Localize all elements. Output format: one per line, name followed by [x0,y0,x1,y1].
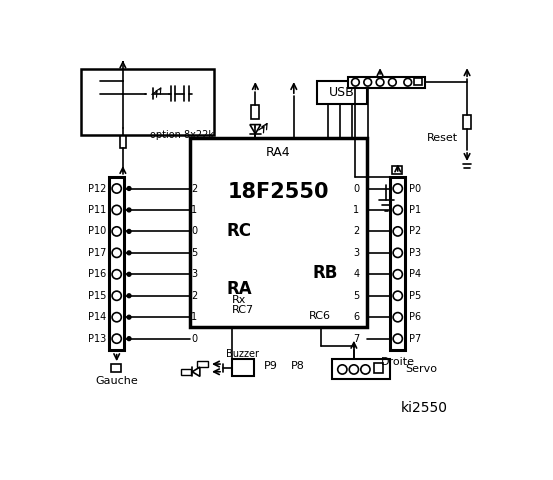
Text: RB: RB [312,264,338,282]
Text: RC7: RC7 [232,305,254,315]
Text: 5: 5 [353,291,359,301]
Circle shape [127,208,131,212]
Text: P4: P4 [409,269,421,279]
Text: P2: P2 [409,227,421,237]
Text: 5: 5 [191,248,197,258]
Text: P10: P10 [88,227,106,237]
Text: ki2550: ki2550 [401,401,448,415]
Text: Buzzer: Buzzer [227,349,259,359]
Text: P6: P6 [409,312,421,322]
Bar [81,69,213,134]
Bar [252,105,259,119]
Bar [197,361,207,367]
Text: P0: P0 [409,183,421,193]
Text: P5: P5 [409,291,421,301]
Text: 4: 4 [353,269,359,279]
Text: 2: 2 [191,183,197,193]
Text: P1: P1 [409,205,421,215]
Circle shape [127,294,131,298]
Text: 18F2550: 18F2550 [228,182,329,203]
Text: 1: 1 [353,205,359,215]
Bar [390,177,405,350]
Circle shape [127,187,131,191]
Text: RC: RC [227,222,252,240]
Bar [393,166,403,174]
Bar [317,81,367,104]
Text: P12: P12 [87,183,106,193]
Bar [332,360,390,380]
Text: P9: P9 [264,360,278,371]
Circle shape [127,251,131,255]
Text: 3: 3 [353,248,359,258]
Text: 7: 7 [353,334,359,344]
Bar [374,363,383,372]
Text: 0: 0 [191,227,197,237]
Bar [85,73,100,115]
Text: Reset: Reset [427,133,458,144]
Circle shape [127,229,131,233]
Bar [181,369,191,375]
Bar [120,70,126,82]
Text: P11: P11 [88,205,106,215]
Text: P15: P15 [87,291,106,301]
Bar [190,138,367,327]
Text: USB: USB [328,86,354,99]
Text: Rx: Rx [232,295,247,305]
Text: 0: 0 [191,334,197,344]
Text: 1: 1 [191,312,197,322]
Text: P13: P13 [88,334,106,344]
Circle shape [127,337,131,341]
Text: RC6: RC6 [309,312,331,321]
Bar [111,364,121,372]
Text: Droite: Droite [381,357,415,367]
Circle shape [127,272,131,276]
Bar [109,177,124,350]
Bar [348,77,425,88]
Text: 0: 0 [353,183,359,193]
Text: option 8x22k: option 8x22k [150,130,214,140]
Text: 2: 2 [191,291,197,301]
Text: P17: P17 [87,248,106,258]
Circle shape [127,315,131,319]
Bar [414,78,421,85]
Text: P14: P14 [88,312,106,322]
Text: 6: 6 [353,312,359,322]
Text: RA: RA [227,279,252,298]
Text: 1: 1 [191,205,197,215]
Text: P16: P16 [88,269,106,279]
Text: P3: P3 [409,248,421,258]
Bar [87,104,97,111]
Text: P8: P8 [291,360,305,371]
Bar [120,134,126,148]
Text: Gauche: Gauche [95,376,138,386]
Text: Servo: Servo [405,364,437,374]
Text: P7: P7 [409,334,421,344]
Text: 2: 2 [353,227,359,237]
Bar [463,115,471,129]
Bar [232,360,254,376]
Text: 3: 3 [191,269,197,279]
Text: RA4: RA4 [266,146,291,159]
